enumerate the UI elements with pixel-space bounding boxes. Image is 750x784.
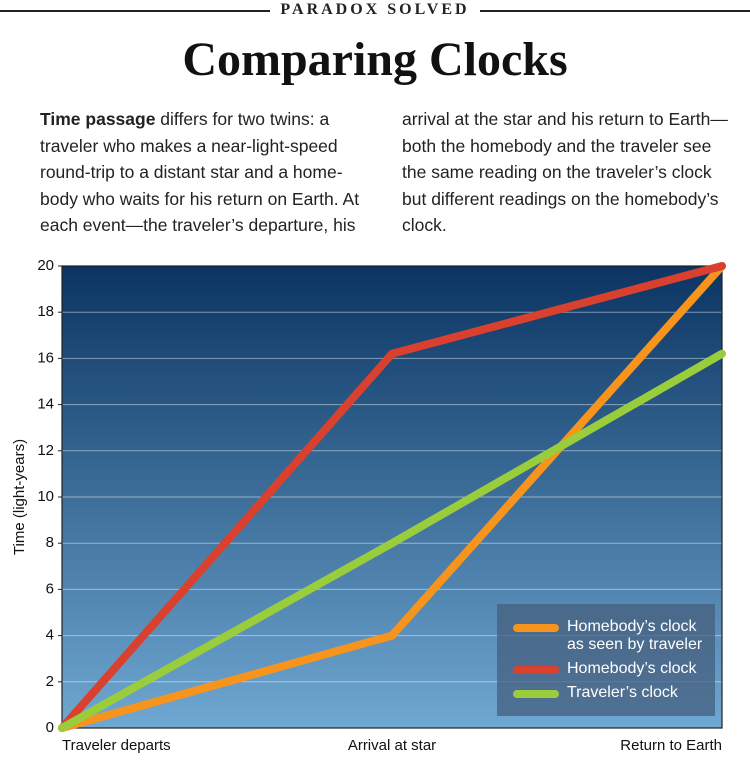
y-tick-label: 20 [37, 257, 54, 274]
y-tick-label: 14 [37, 396, 54, 413]
y-tick-label: 2 [46, 673, 54, 690]
plot-border [61, 265, 723, 729]
y-tick-label: 18 [37, 303, 54, 320]
y-tick-label: 12 [37, 442, 54, 459]
x-tick-label: Return to Earth [620, 737, 722, 754]
series-line [58, 262, 726, 732]
intro-text: differs for two twins: a traveler who ma… [40, 109, 728, 235]
y-tick-label: 0 [46, 719, 54, 736]
title: Comparing Clocks [182, 33, 568, 86]
kicker: PARADOX SOLVED [0, 0, 750, 20]
legend-item: Homebody’s clock [513, 660, 715, 678]
x-tick-label: Arrival at star [348, 737, 436, 754]
series-line [58, 262, 726, 732]
y-tick-label: 4 [46, 627, 54, 644]
y-tick-label: 6 [46, 580, 54, 597]
legend: Homebody’s clock as seen by traveler Home… [497, 604, 715, 716]
x-tick-label: Traveler departs [62, 737, 171, 754]
legend-item: Homebody’s clock as seen by traveler [513, 618, 715, 654]
series-line [58, 349, 726, 732]
y-tick-label: 8 [46, 534, 54, 551]
y-tick-label: 16 [37, 349, 54, 366]
y-tick-label: 10 [37, 488, 54, 505]
legend-swatch [513, 624, 559, 632]
legend-item: Traveler’s clock [513, 684, 715, 702]
intro-lead: Time passage [40, 109, 156, 129]
y-axis-label: Time (light-years) [11, 439, 28, 555]
intro: Time passage differs for two twins: a tr… [40, 106, 730, 239]
legend-swatch [513, 666, 559, 674]
legend-label: Homebody’s clock as seen by traveler [567, 618, 703, 653]
kicker-text: PARADOX SOLVED [270, 1, 480, 18]
legend-label: Traveler’s clock [567, 684, 678, 701]
legend-label: Homebody’s clock [567, 660, 697, 677]
legend-swatch [513, 690, 559, 698]
